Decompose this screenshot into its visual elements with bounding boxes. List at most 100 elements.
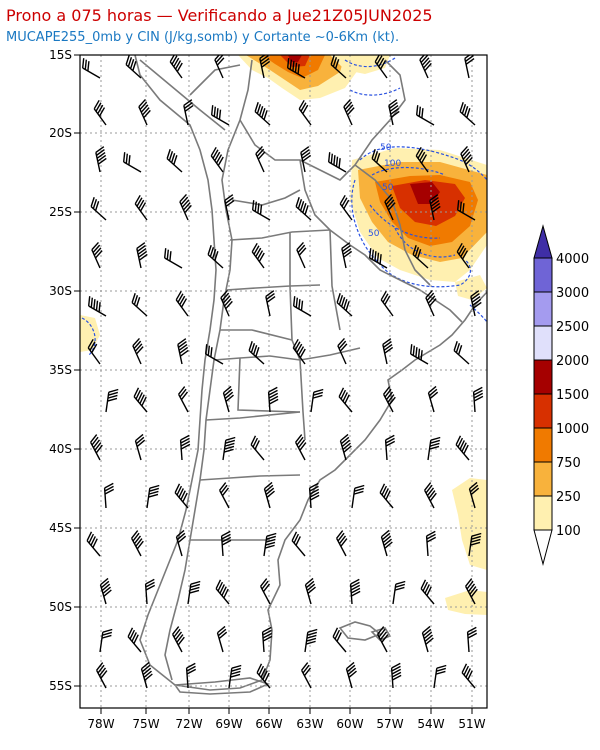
wind-barb [338,387,353,413]
wind-barb [419,55,432,79]
colorbar-label-2000: 2000 [556,354,589,369]
wind-barb [185,662,197,689]
colorbar: 4000 3000 2500 2000 1500 1000 750 250 10… [533,224,589,566]
wind-barb [254,102,271,126]
wind-barb [415,146,429,173]
wind-barb [420,579,435,605]
wind-barb [175,290,189,317]
wind-barb [224,194,235,221]
lon-label-69w: 69W [215,717,242,731]
wind-barb [384,434,396,461]
wind-barb [210,105,230,126]
lat-label-20s: 20S [49,126,72,140]
wind-barb [412,245,429,269]
lat-label-45s: 45S [49,521,72,535]
lat-label-55s: 55S [49,679,72,693]
wind-barb [171,626,185,653]
lat-label-35s: 35S [49,363,72,377]
wind-barb [99,577,112,605]
lon-ticks [100,708,473,714]
wind-barb [310,388,324,413]
colorbar-label-4000: 4000 [556,252,589,267]
wind-barb [103,482,115,509]
wind-barb [215,579,230,605]
wind-barb [169,55,183,79]
colorbar-label-100: 100 [556,524,581,539]
colorbar-bin-250-750 [533,461,553,497]
colorbar-labels: 4000 3000 2500 2000 1500 1000 750 250 10… [556,252,589,539]
wind-barb [349,578,361,605]
wind-barb [87,296,107,317]
wind-barb [218,482,230,509]
wind-barb [409,344,429,365]
wind-barb [392,580,406,605]
cin-label-4: 50 [368,229,380,239]
grid-lines [80,55,487,708]
wind-barb [371,149,388,173]
wind-barb [368,248,388,269]
wind-barb [427,385,439,413]
wind-barb [81,58,101,79]
lon-label-63w: 63W [296,717,323,731]
colorbar-label-2500: 2500 [556,320,589,335]
wind-barb [138,98,151,126]
wind-barb [251,242,265,269]
wind-barb [341,242,353,269]
wind-barb [144,578,156,605]
colorbar-label-3000: 3000 [556,286,589,301]
lat-label-25s: 25S [49,205,72,219]
wind-barb [468,481,480,509]
wind-barb [427,436,441,461]
wind-barb [421,625,434,653]
wind-barb [472,386,484,413]
wind-barb [379,483,394,509]
colorbar-bottom-arrow [533,529,553,566]
wind-barb [453,341,470,365]
wind-barb [166,149,183,173]
wind-barb [292,296,312,317]
lon-label-75w: 75W [132,717,159,731]
colorbar-label-1500: 1500 [556,388,589,403]
wind-barb [327,152,347,173]
lon-labels: 78W 75W 72W 69W 66W 63W 60W 57W 54W 51W [87,717,485,731]
wind-barb [464,578,478,605]
wind-barb [470,290,482,317]
wind-barb [308,482,320,509]
wind-barb [459,102,476,126]
wind-barb [461,663,476,689]
colorbar-label-1000: 1000 [556,422,589,437]
lat-label-40s: 40S [49,442,72,456]
wind-barb [291,531,306,557]
lat-label-50s: 50S [49,600,72,614]
wind-barb [415,105,435,126]
wind-barb [140,661,153,689]
wind-barb [429,194,441,221]
wind-barb [177,338,189,365]
lon-label-78w: 78W [87,717,114,731]
wind-barb [332,627,347,653]
wind-barb [263,532,277,557]
wind-barb [265,290,276,317]
wind-barb [93,99,107,126]
colorbar-label-750: 750 [556,456,581,471]
wind-barb [468,532,482,557]
wind-barb [380,529,393,557]
wind-barb [95,662,108,689]
wind-barb [251,200,271,221]
wind-barb [466,626,478,653]
wind-barb [425,289,437,317]
wind-barb [259,578,271,605]
wind-barb [207,245,224,269]
wind-barb [183,99,194,126]
wind-barb [87,338,101,365]
colorbar-bin-1500-2000 [533,359,553,395]
wind-barb [105,388,119,413]
wind-barb [228,664,242,689]
wind-barb [382,338,394,365]
wind-barb [90,197,107,221]
lon-label-51w: 51W [458,717,485,731]
wind-barb [222,436,236,461]
wind-barbs [81,55,484,689]
wind-barb [179,193,192,221]
